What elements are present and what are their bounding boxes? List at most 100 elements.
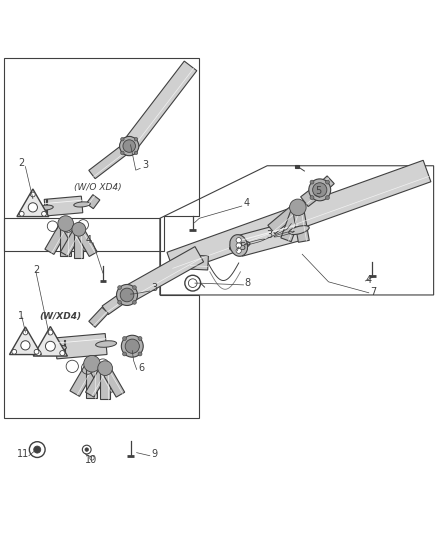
FancyBboxPatch shape: [295, 165, 299, 167]
Polygon shape: [60, 227, 83, 256]
Text: 3: 3: [266, 230, 272, 240]
Circle shape: [46, 341, 55, 351]
Circle shape: [85, 448, 88, 451]
Circle shape: [121, 335, 143, 357]
Polygon shape: [74, 229, 83, 258]
Polygon shape: [46, 199, 47, 213]
Circle shape: [325, 180, 329, 184]
Polygon shape: [102, 290, 130, 314]
Polygon shape: [85, 366, 110, 397]
Circle shape: [120, 138, 124, 141]
Circle shape: [48, 330, 53, 335]
Polygon shape: [64, 340, 65, 353]
Polygon shape: [100, 368, 110, 399]
Text: (W/O XD4): (W/O XD4): [74, 183, 122, 192]
Circle shape: [236, 243, 241, 248]
Ellipse shape: [230, 241, 250, 251]
Text: 10: 10: [85, 455, 98, 465]
Circle shape: [133, 301, 136, 304]
Circle shape: [120, 151, 124, 155]
Circle shape: [134, 138, 138, 141]
Circle shape: [23, 330, 28, 335]
Circle shape: [310, 180, 314, 184]
Circle shape: [117, 285, 138, 305]
Circle shape: [84, 356, 100, 372]
Circle shape: [34, 350, 39, 354]
Circle shape: [120, 136, 139, 156]
Circle shape: [36, 351, 41, 356]
Text: 3: 3: [142, 160, 148, 170]
Circle shape: [313, 183, 327, 197]
Circle shape: [12, 350, 17, 354]
Circle shape: [118, 301, 121, 304]
Polygon shape: [70, 361, 97, 397]
Ellipse shape: [46, 345, 67, 352]
Polygon shape: [123, 247, 204, 303]
Text: 11: 11: [17, 449, 29, 459]
Circle shape: [98, 361, 113, 375]
Circle shape: [138, 352, 142, 356]
Text: 9: 9: [151, 449, 157, 459]
Polygon shape: [89, 308, 108, 327]
Polygon shape: [268, 203, 301, 234]
Polygon shape: [89, 142, 132, 179]
Polygon shape: [281, 206, 303, 241]
Circle shape: [29, 442, 45, 457]
Text: 1: 1: [18, 311, 25, 321]
Circle shape: [236, 248, 241, 253]
Polygon shape: [10, 327, 41, 354]
Circle shape: [28, 203, 37, 212]
Polygon shape: [33, 327, 67, 356]
Circle shape: [290, 199, 306, 216]
Circle shape: [19, 212, 24, 216]
Circle shape: [42, 212, 46, 216]
Polygon shape: [75, 227, 97, 256]
Text: 4: 4: [243, 198, 249, 208]
Polygon shape: [87, 361, 114, 397]
Polygon shape: [237, 220, 302, 256]
Ellipse shape: [230, 235, 247, 256]
Text: 6: 6: [138, 363, 144, 373]
Text: 5: 5: [315, 186, 321, 196]
Polygon shape: [55, 334, 107, 359]
Polygon shape: [61, 221, 86, 254]
Circle shape: [309, 179, 331, 201]
Polygon shape: [123, 61, 197, 151]
Circle shape: [60, 351, 65, 356]
Circle shape: [310, 196, 314, 199]
Circle shape: [34, 446, 41, 453]
Text: 5: 5: [239, 242, 245, 252]
Polygon shape: [44, 196, 83, 216]
Polygon shape: [190, 255, 208, 270]
Polygon shape: [45, 221, 70, 254]
Circle shape: [123, 336, 127, 341]
Text: 3: 3: [151, 282, 157, 293]
Text: 2: 2: [18, 158, 25, 168]
Ellipse shape: [74, 202, 90, 207]
Circle shape: [325, 196, 329, 199]
Ellipse shape: [37, 205, 53, 211]
Circle shape: [123, 140, 135, 152]
Circle shape: [72, 222, 86, 236]
Circle shape: [133, 286, 136, 289]
Text: 8: 8: [244, 278, 251, 288]
Circle shape: [123, 352, 127, 356]
Polygon shape: [293, 206, 309, 243]
Circle shape: [236, 238, 241, 243]
Ellipse shape: [289, 225, 309, 235]
Circle shape: [125, 339, 139, 353]
Polygon shape: [316, 176, 334, 193]
Polygon shape: [101, 366, 125, 397]
Circle shape: [21, 341, 30, 350]
Polygon shape: [86, 195, 100, 209]
Ellipse shape: [95, 341, 117, 348]
Circle shape: [58, 216, 74, 231]
Text: 4: 4: [85, 235, 92, 245]
Polygon shape: [60, 223, 71, 256]
Text: 7: 7: [370, 287, 376, 297]
Polygon shape: [167, 160, 431, 274]
Circle shape: [138, 336, 142, 341]
Circle shape: [134, 151, 138, 155]
Text: 4: 4: [366, 275, 372, 285]
Polygon shape: [17, 189, 49, 216]
